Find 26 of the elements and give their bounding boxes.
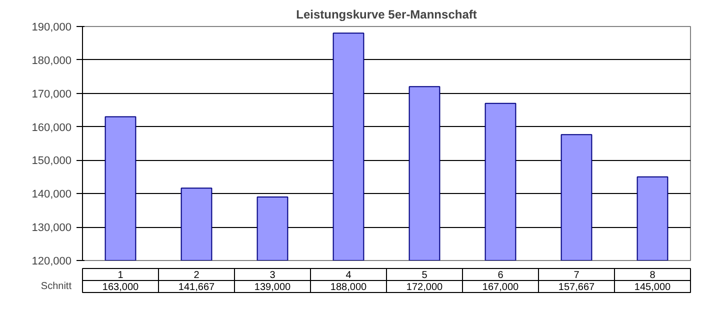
x-tick-label: 5	[422, 270, 428, 281]
text: Schnitt	[40, 281, 72, 292]
x-tick-label: 8	[650, 270, 656, 281]
y-tick-label: 170,000	[32, 88, 72, 100]
y-tick-label: 180,000	[32, 54, 72, 67]
data-label: 188,000	[330, 282, 368, 293]
data-label: 163,000	[102, 282, 140, 293]
x-tick-label: 3	[270, 270, 276, 281]
data-label: 172,000	[406, 282, 444, 293]
y-tick-label: 150,000	[32, 155, 72, 168]
data-label: 141,667	[178, 282, 216, 293]
data-label: 167,000	[482, 282, 520, 293]
x-tick-label: 6	[498, 270, 504, 281]
data-label: 145,000	[634, 282, 672, 293]
y-tick-label: 120,000	[32, 256, 72, 268]
y-tick-label: 190,000	[32, 22, 72, 34]
chart-title: Leistungskurve 5er-Mannschaft	[296, 8, 477, 22]
x-tick-label: 4	[346, 270, 352, 281]
x-tick-label: 2	[194, 270, 200, 281]
x-tick-label: 7	[574, 270, 580, 281]
y-tick-label: 130,000	[32, 222, 72, 234]
y-tick-label: 140,000	[32, 188, 72, 201]
y-tick-label: 160,000	[32, 122, 72, 134]
data-label: 157,667	[558, 282, 596, 293]
x-tick-label: 1	[118, 270, 124, 281]
data-label: 139,000	[254, 282, 292, 293]
